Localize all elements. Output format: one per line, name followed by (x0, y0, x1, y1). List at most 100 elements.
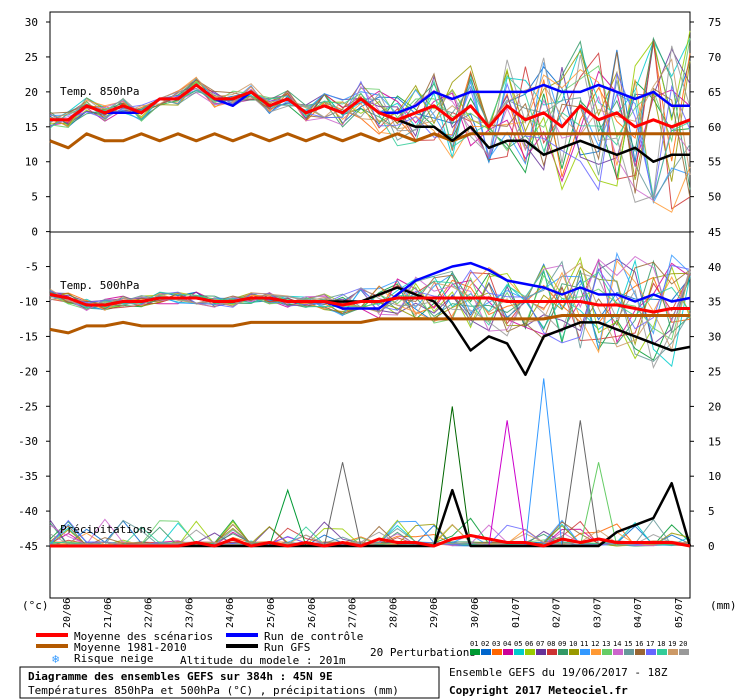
date-tick-label: 03/07 (592, 598, 603, 628)
precip-spike (488, 420, 526, 547)
perturbation-id: 20 (679, 640, 687, 648)
series-line (50, 534, 691, 548)
perturbation-id: 18 (657, 640, 665, 648)
series-layer (49, 30, 692, 548)
perturbation-id: 17 (646, 640, 654, 648)
date-tick-label: 02/07 (552, 598, 563, 628)
right-tick-label: 30 (708, 331, 721, 344)
perturbation-id: 15 (624, 640, 632, 648)
perturbation-line-850 (49, 38, 691, 152)
perturbation-line-850 (49, 68, 691, 213)
perturbation-swatch (481, 649, 491, 655)
perturbation-id: 02 (481, 640, 489, 648)
perturbation-id: 03 (492, 640, 500, 648)
left-tick-label: 10 (25, 156, 38, 169)
perturbation-id: 11 (580, 640, 588, 648)
left-tick-label: 30 (25, 16, 38, 29)
right-tick-label: 70 (708, 51, 721, 64)
perturbation-swatch (668, 649, 678, 655)
series-line (49, 293, 690, 314)
perturbation-line-850 (49, 58, 691, 175)
perturbation-swatch (547, 649, 557, 655)
perturbation-swatch (503, 649, 513, 655)
panel-label-precip: Précipitations (60, 523, 153, 536)
date-tick-label: 23/06 (184, 598, 195, 628)
panel-label-850: Temp. 850hPa (60, 85, 139, 98)
left-axis-unit: (°c) (22, 599, 49, 612)
panel-label-500: Temp. 500hPa (60, 279, 139, 292)
perturbation-swatch (525, 649, 535, 655)
perturbation-swatch (624, 649, 634, 655)
date-tick-label: 25/06 (266, 598, 277, 628)
legend-label-control: Run de contrôle (264, 630, 363, 643)
right-tick-label: 35 (708, 296, 721, 309)
model-altitude: Altitude du modele : 201m (180, 654, 346, 667)
perturbation-swatch (635, 649, 645, 655)
perturbation-id: 14 (613, 640, 621, 648)
date-tick-label: 22/06 (144, 598, 155, 628)
date-tick-label: 20/06 (62, 598, 73, 628)
perturbation-line-850 (49, 51, 691, 198)
legend-label-climate: Moyenne 1981-2010 (74, 641, 187, 654)
copyright: Copyright 2017 Meteociel.fr (449, 684, 628, 697)
precip-spike (561, 420, 600, 547)
perturbation-id: 06 (525, 640, 533, 648)
right-tick-label: 25 (708, 366, 721, 379)
right-tick-label: 5 (708, 505, 715, 518)
perturbation-swatch (558, 649, 568, 655)
perturbation-id: 13 (602, 640, 610, 648)
left-tick-label: 0 (31, 226, 38, 239)
tick-labels: 302520151050-5-10-15-20-25-30-35-40-4575… (18, 16, 721, 628)
left-tick-label: 20 (25, 86, 38, 99)
perturbation-swatch (602, 649, 612, 655)
perturbation-id: 08 (547, 640, 555, 648)
perturbation-id: 01 (470, 640, 478, 648)
perturbation-swatch (536, 649, 546, 655)
left-tick-label: 25 (25, 51, 38, 64)
right-tick-label: 55 (708, 156, 721, 169)
legend-label-gfs: Run GFS (264, 641, 310, 654)
precip-spike (524, 378, 563, 547)
perturbation-swatches: 01 02 03 04 05 06 07 08 09 10 11 12 13 14 15 16 17 18 19 20 (470, 640, 689, 655)
date-tick-label: 28/06 (388, 598, 399, 628)
right-tick-label: 40 (708, 261, 721, 274)
perturbation-swatch (470, 649, 480, 655)
left-tick-label: -35 (18, 470, 38, 483)
legend: Moyenne des scénarios Run de contrôle Mo… (36, 630, 689, 667)
ensemble-run: Ensemble GEFS du 19/06/2017 - 18Z (449, 666, 668, 679)
left-tick-label: -15 (18, 330, 38, 343)
left-tick-label: 15 (25, 121, 38, 134)
right-tick-label: 50 (708, 191, 721, 204)
right-tick-label: 10 (708, 470, 721, 483)
legend-label-mean: Moyenne des scénarios (74, 630, 213, 643)
perturbation-line-500 (49, 258, 691, 344)
perturbation-id: 07 (536, 640, 544, 648)
chart-frame (49, 11, 691, 599)
right-axis-unit: (mm) (710, 599, 737, 612)
date-tick-label: 27/06 (348, 598, 359, 628)
right-tick-label: 65 (708, 86, 721, 99)
series-line (49, 314, 690, 335)
footer-box (19, 666, 440, 699)
precip-spike (433, 406, 472, 547)
date-tick-label: 29/06 (429, 598, 440, 628)
footer-title: Diagramme des ensembles GEFS sur 384h : … (28, 670, 333, 683)
legend-swatch-mean (36, 633, 68, 637)
perturbation-swatch (514, 649, 524, 655)
legend-swatch-gfs (226, 644, 258, 648)
precip-spike (323, 462, 362, 547)
right-tick-label: 15 (708, 435, 721, 448)
perturbation-swatch (657, 649, 667, 655)
perturbation-swatch (591, 649, 601, 655)
date-tick-label: 30/06 (470, 598, 481, 628)
left-tick-label: -30 (18, 435, 38, 448)
perturbation-id: 04 (503, 640, 511, 648)
perturbations-label: 20 Perturbations (370, 646, 476, 659)
precip-spike (579, 462, 618, 547)
perturbation-id: 12 (591, 640, 599, 648)
footer-subtitle: Températures 850hPa et 500hPa (°C) , pré… (28, 684, 399, 697)
perturbation-id: 16 (635, 640, 643, 648)
legend-swatch-control (226, 633, 258, 637)
left-tick-label: -45 (18, 540, 38, 553)
